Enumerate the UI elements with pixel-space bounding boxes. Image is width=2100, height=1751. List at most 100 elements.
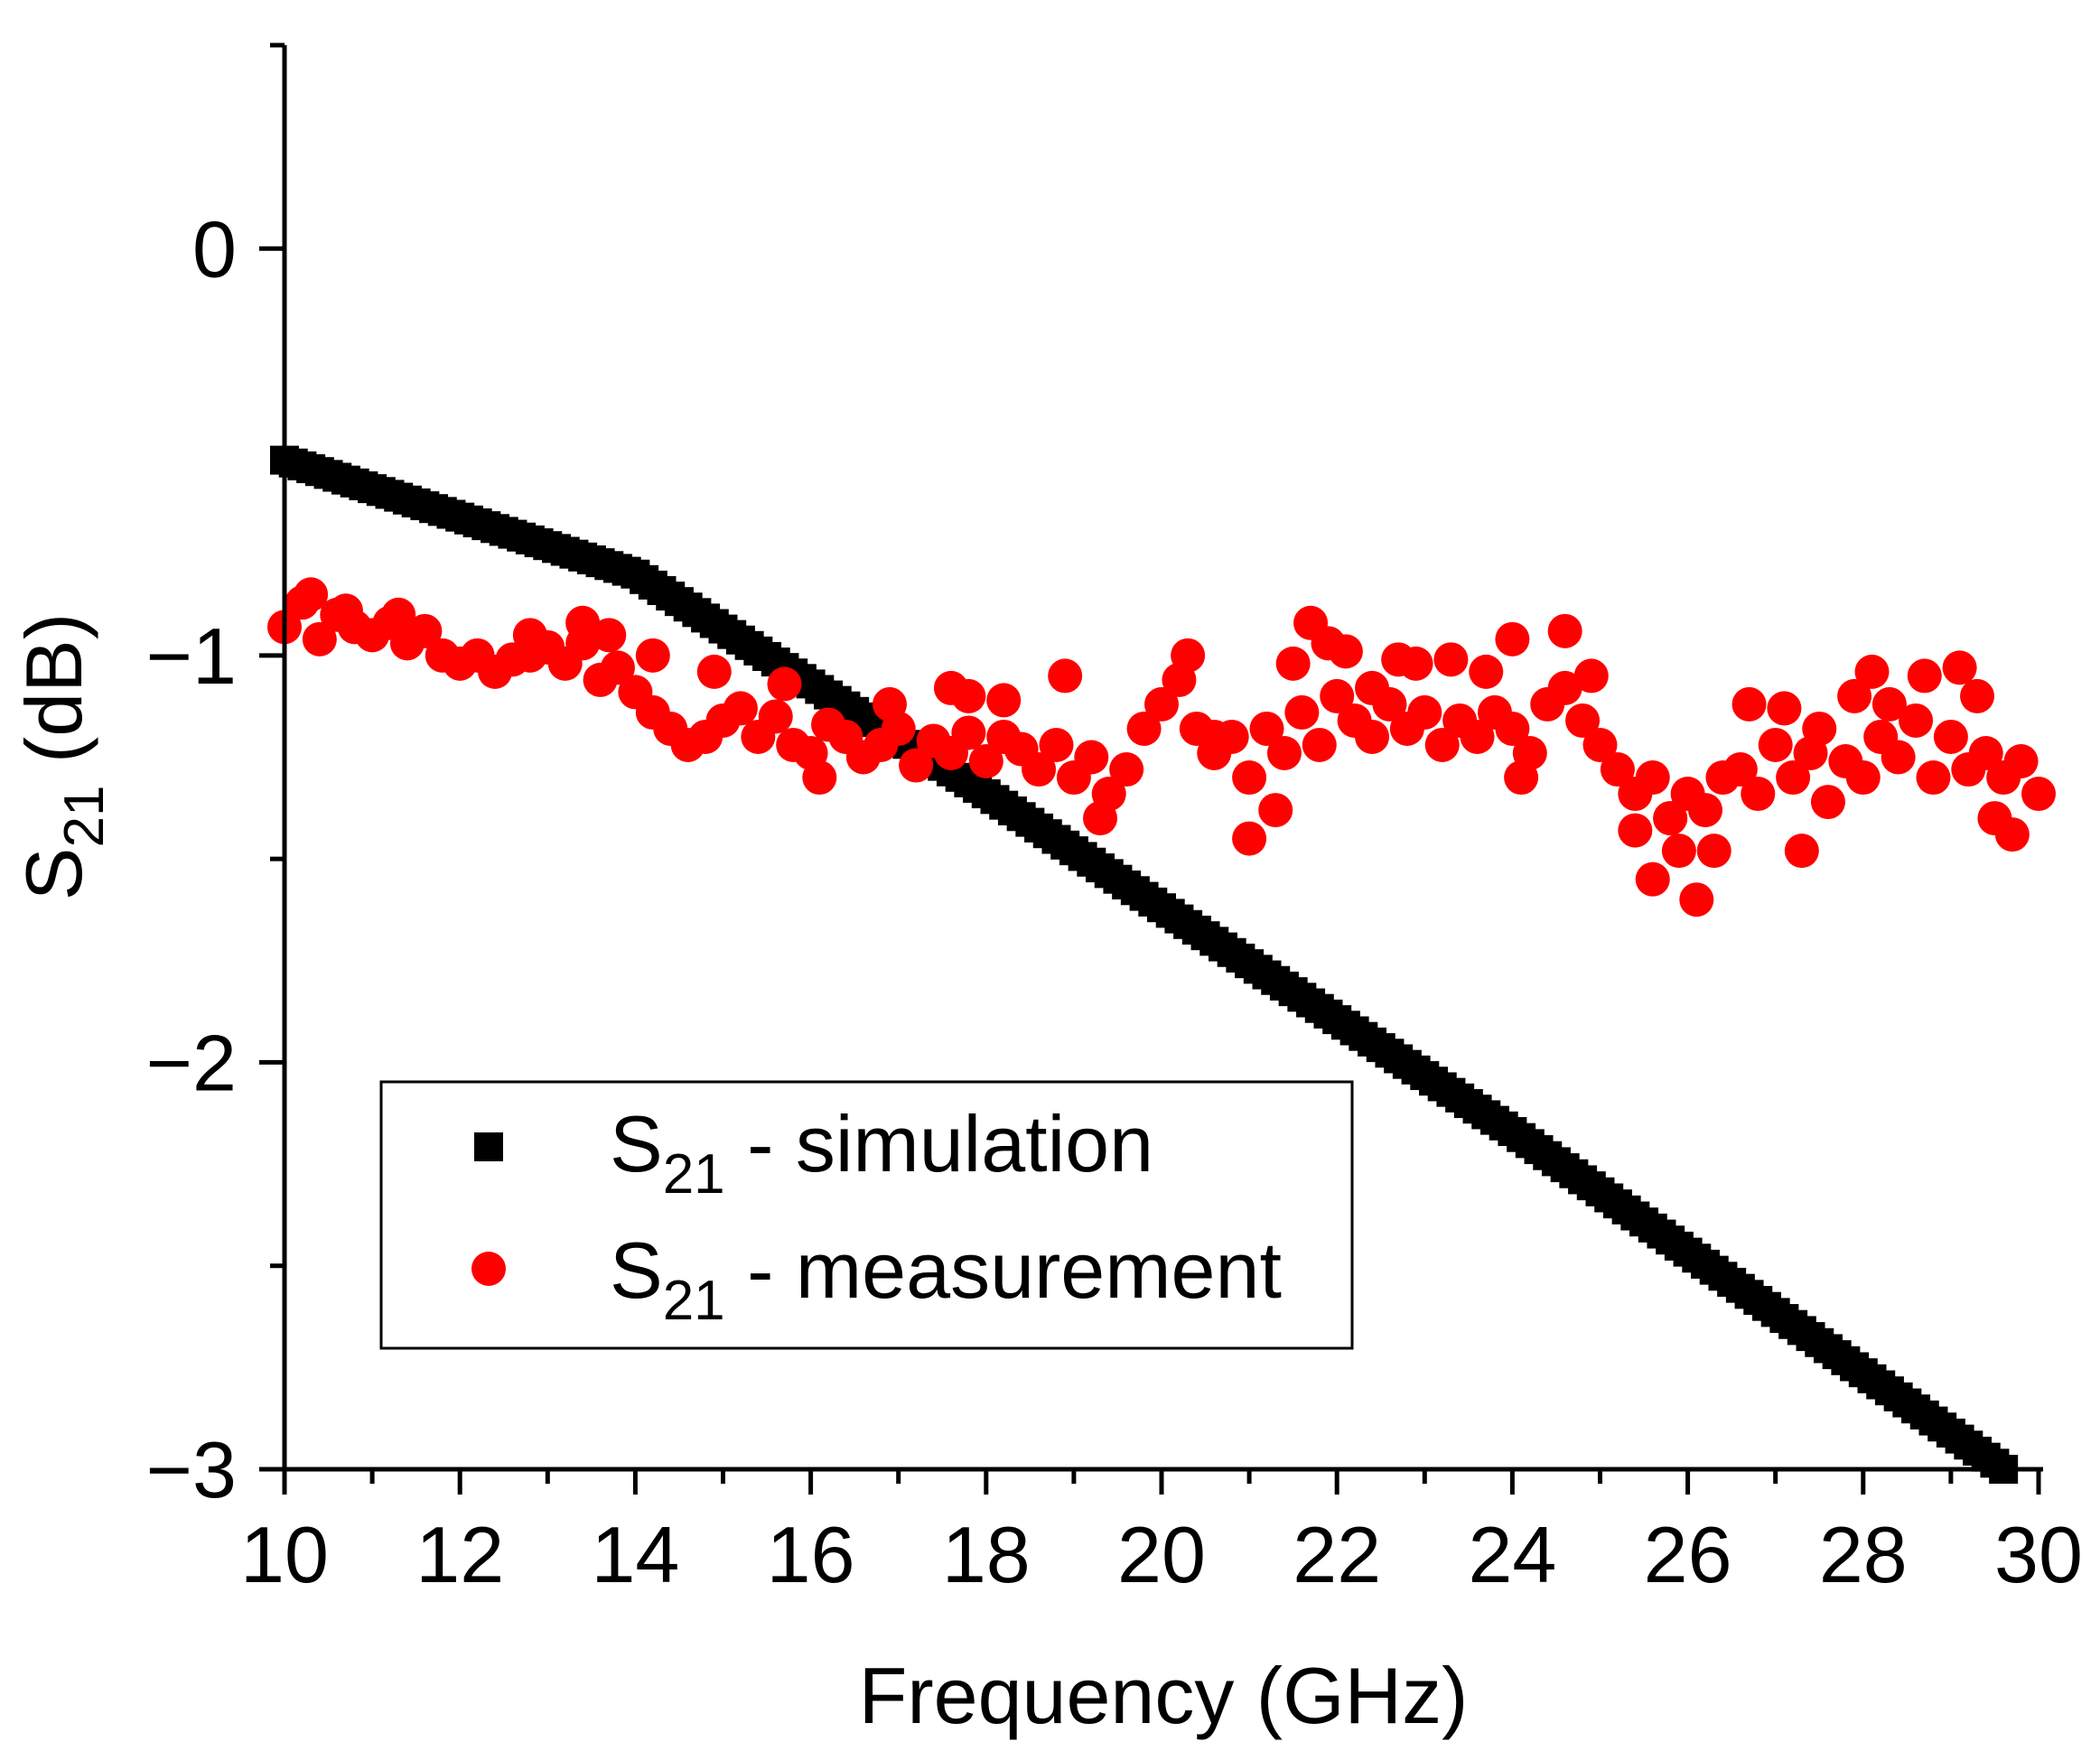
measurement-point [1126, 711, 1162, 746]
measurement-point [1871, 686, 1907, 722]
x-tick-label: 18 [942, 1510, 1031, 1599]
measurement-point [600, 650, 635, 685]
measurement-point [1661, 834, 1696, 869]
measurement-point [1424, 727, 1460, 762]
measurement-point [1618, 813, 1653, 848]
measurement-point [512, 618, 547, 653]
measurement-point [1635, 760, 1670, 796]
measurement-point [328, 593, 363, 629]
measurement-point [1573, 658, 1609, 694]
measurement-point [723, 691, 758, 726]
measurement-point [1504, 760, 1539, 796]
measurement-point [1810, 785, 1845, 820]
measurement-point [899, 748, 934, 783]
measurement-point [1320, 678, 1355, 713]
measurement-point [1696, 834, 1731, 869]
measurement-point [1916, 760, 1951, 796]
measurement-point [1635, 862, 1670, 897]
measurement-point [1722, 752, 1758, 787]
measurement-point [1355, 719, 1390, 754]
measurement-point [1837, 678, 1872, 713]
measurement-point [1741, 777, 1776, 812]
legend-box [379, 1080, 1354, 1350]
measurement-point [1109, 752, 1144, 787]
svg-text:S21 (dB): S21 (dB) [9, 613, 116, 900]
series-measurement [267, 577, 2056, 917]
measurement-point [1679, 882, 1714, 917]
measurement-point [1495, 621, 1530, 657]
measurement-point [1232, 821, 1267, 856]
measurement-point [1433, 642, 1469, 677]
measurement-point [1547, 670, 1582, 705]
measurement-point [407, 613, 443, 648]
x-tick-label: 20 [1117, 1510, 1206, 1599]
measurement-point [1355, 670, 1390, 705]
measurement-point [1275, 646, 1311, 681]
measurement-point [1899, 703, 1934, 738]
measurement-point [1407, 694, 1442, 730]
measurement-point [1776, 760, 1811, 796]
measurement-point [1582, 727, 1618, 762]
measurement-point [1565, 703, 1601, 738]
x-tick-label: 30 [1994, 1510, 2083, 1599]
legend-marker-simulation [474, 1132, 503, 1161]
measurement-point [2003, 744, 2039, 779]
y-tick-label: −1 [146, 611, 237, 701]
measurement-point [1266, 735, 1302, 770]
measurement-point [696, 654, 732, 689]
measurement-point [1460, 719, 1495, 754]
legend-label-simulation: S21 - simulation [610, 1099, 1153, 1206]
measurement-point [1328, 634, 1363, 669]
measurement-point [1968, 735, 2003, 770]
measurement-point [1232, 760, 1267, 796]
measurement-point [1469, 654, 1504, 689]
measurement-point [1767, 691, 1802, 726]
y-axis-label: S21 (dB) [9, 613, 116, 900]
measurement-point [302, 621, 337, 657]
legend-marker-measurement [471, 1252, 506, 1286]
measurement-point [1994, 817, 2030, 852]
y-tick-label: 0 [192, 204, 237, 293]
measurement-point [1960, 678, 1995, 713]
x-tick-label: 24 [1468, 1510, 1556, 1599]
measurement-point [802, 760, 837, 796]
x-tick-label: 12 [415, 1510, 504, 1599]
measurement-point [986, 683, 1022, 718]
measurement-point [1802, 711, 1837, 746]
measurement-point [1039, 727, 1074, 762]
measurement-point [1688, 793, 1723, 828]
measurement-point [1144, 686, 1179, 722]
legend: S21 - simulation S21 - measurement [379, 1080, 1354, 1350]
y-axis-label-main: S [9, 847, 98, 900]
measurement-point [1284, 694, 1320, 730]
measurement-point [1547, 613, 1582, 648]
measurement-point [1083, 801, 1118, 836]
measurement-point [1398, 646, 1433, 681]
measurement-point [1302, 727, 1337, 762]
measurement-point [565, 605, 601, 640]
measurement-point [872, 686, 907, 722]
measurement-point [951, 715, 986, 750]
x-tick-label: 26 [1644, 1510, 1732, 1599]
y-axis-label-unit: (dB) [9, 613, 98, 786]
x-tick-label: 10 [240, 1510, 329, 1599]
y-tick-label: −2 [146, 1018, 237, 1107]
measurement-point [592, 618, 627, 653]
x-tick-label: 22 [1293, 1510, 1381, 1599]
measurement-point [1653, 801, 1688, 836]
ticks: 10 12 14 16 18 20 22 24 26 28 30 0 −1 −2 −3 [146, 42, 2083, 1599]
measurement-point [758, 699, 793, 734]
measurement-point [1495, 711, 1530, 746]
x-tick-label: 28 [1819, 1510, 1908, 1599]
measurement-point [1731, 686, 1767, 722]
legend-label-measurement: S21 - measurement [610, 1225, 1282, 1332]
measurement-point [968, 744, 1003, 779]
measurement-point [294, 577, 329, 612]
x-tick-label: 16 [767, 1510, 855, 1599]
measurement-point [1845, 760, 1881, 796]
measurement-point [1881, 740, 1916, 775]
x-tick-label: 14 [591, 1510, 679, 1599]
measurement-point [1942, 650, 1977, 685]
measurement-point [1784, 834, 1819, 869]
